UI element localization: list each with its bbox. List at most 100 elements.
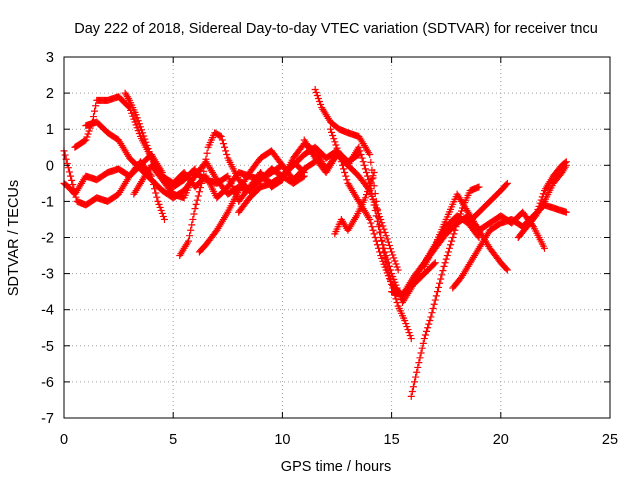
data-point — [85, 127, 93, 135]
data-point — [194, 192, 202, 200]
data-series-20 — [514, 161, 570, 241]
data-point — [449, 234, 457, 241]
data-point — [443, 252, 451, 260]
data-point — [72, 193, 80, 201]
data-series-14 — [331, 169, 378, 238]
y-tick-label: -6 — [41, 375, 54, 391]
data-point — [502, 181, 510, 189]
data-point — [536, 199, 544, 207]
data-point — [366, 215, 374, 223]
y-tick-label: -5 — [41, 339, 54, 355]
data-point — [432, 292, 440, 300]
data-point — [369, 226, 377, 234]
data-point — [388, 248, 396, 256]
data-point — [133, 114, 141, 122]
data-point — [342, 172, 350, 180]
data-point — [385, 241, 393, 249]
data-point — [538, 193, 546, 201]
data-point — [82, 136, 90, 144]
data-point — [438, 271, 446, 279]
data-point — [503, 179, 511, 187]
data-point — [216, 132, 224, 140]
data-point — [433, 288, 441, 296]
data-point — [187, 226, 195, 234]
data-point — [407, 335, 415, 343]
data-point — [421, 331, 429, 339]
data-point — [431, 296, 439, 304]
data-point — [343, 176, 351, 184]
data-point — [424, 324, 432, 332]
grid-layer — [64, 57, 610, 418]
data-point — [407, 392, 415, 400]
data-point — [418, 344, 426, 352]
data-point — [153, 193, 161, 201]
data-point — [332, 141, 340, 149]
data-point — [382, 232, 390, 240]
data-series-21 — [532, 158, 570, 220]
data-point — [218, 136, 226, 144]
data-point — [358, 154, 366, 162]
data-point — [359, 158, 367, 166]
data-point — [366, 150, 374, 158]
data-series-19 — [464, 179, 511, 227]
data-point — [475, 183, 483, 191]
data-point — [393, 263, 401, 271]
data-point — [425, 320, 433, 328]
data-point — [364, 187, 372, 195]
data-point — [362, 169, 370, 177]
data-point — [416, 354, 424, 362]
data-point — [429, 304, 437, 312]
data-point — [403, 323, 411, 331]
data-point — [402, 320, 410, 328]
data-point — [356, 147, 364, 155]
data-point — [370, 169, 378, 177]
data-point — [188, 221, 196, 229]
data-point — [141, 135, 149, 143]
data-points — [60, 85, 570, 400]
data-point — [331, 138, 339, 146]
data-point — [200, 167, 208, 175]
data-point — [193, 196, 201, 204]
data-point — [61, 151, 69, 159]
data-point — [372, 197, 380, 205]
data-point — [439, 267, 447, 275]
data-point — [63, 159, 71, 167]
data-point — [453, 219, 461, 227]
data-point — [313, 92, 321, 100]
data-point — [436, 279, 444, 287]
data-point — [417, 349, 425, 357]
data-point — [201, 161, 209, 169]
y-axis-label: SDTVAR / TECUs — [6, 180, 22, 296]
data-point — [334, 147, 342, 155]
data-point — [357, 150, 365, 158]
data-point — [67, 172, 75, 180]
data-point — [540, 244, 548, 252]
data-point — [189, 215, 197, 223]
data-point — [144, 145, 152, 153]
data-point — [195, 188, 203, 196]
data-point — [312, 88, 320, 96]
data-point — [502, 265, 510, 273]
data-point — [71, 189, 79, 197]
data-point — [70, 185, 78, 193]
data-point — [426, 317, 434, 325]
y-tick-label: 3 — [46, 50, 54, 66]
data-point — [159, 212, 167, 220]
data-point — [376, 248, 384, 256]
data-point — [444, 248, 452, 256]
data-series-17 — [420, 190, 548, 270]
data-point — [455, 213, 463, 221]
data-point — [442, 255, 450, 263]
data-point — [537, 196, 545, 204]
data-point — [430, 300, 438, 308]
data-point — [377, 229, 385, 237]
data-point — [124, 102, 132, 110]
data-point — [428, 309, 436, 317]
data-point — [92, 102, 100, 110]
data-point — [390, 254, 398, 262]
data-point — [373, 241, 381, 249]
data-point — [384, 238, 392, 246]
data-point — [329, 132, 337, 140]
x-axis-label: GPS time / hours — [281, 459, 391, 475]
